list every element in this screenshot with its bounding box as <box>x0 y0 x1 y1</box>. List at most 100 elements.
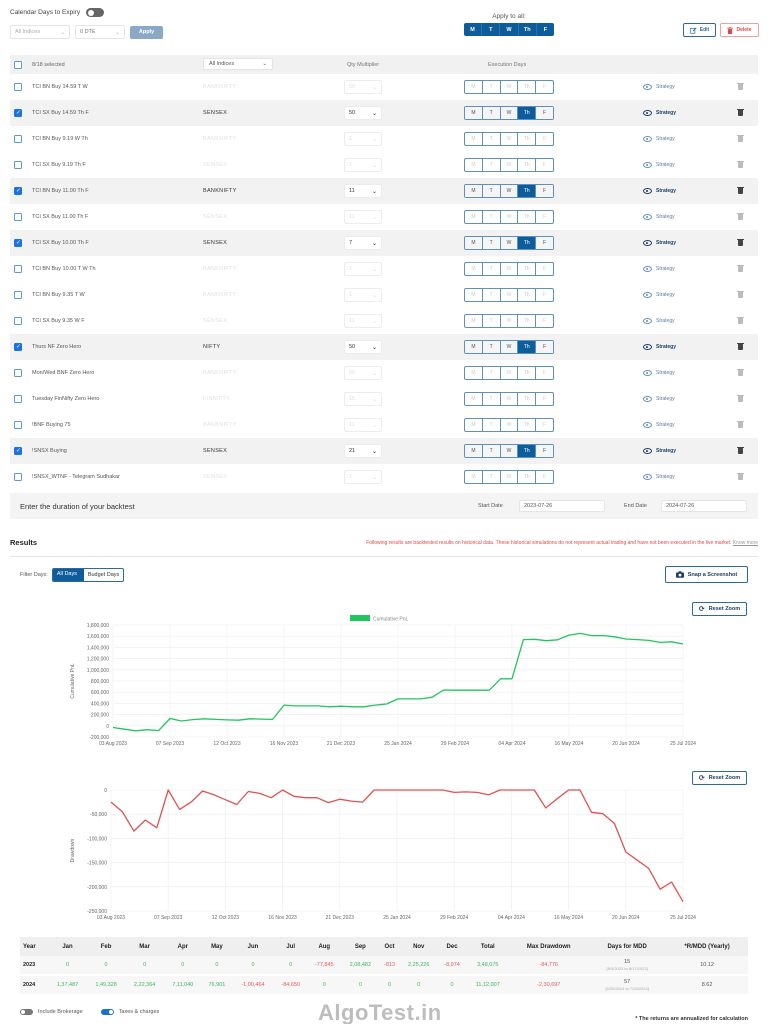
execution-day-t[interactable]: T <box>483 419 501 431</box>
snap-screenshot-button[interactable]: Snap a Screenshot <box>665 566 748 583</box>
execution-day-m[interactable]: M <box>465 263 483 275</box>
execution-day-w[interactable]: W <box>500 445 519 457</box>
trash-icon[interactable] <box>737 264 744 272</box>
strategy-checkbox[interactable] <box>14 83 22 91</box>
execution-day-f[interactable]: F <box>543 318 547 324</box>
trash-icon[interactable] <box>737 394 744 402</box>
execution-day-m[interactable]: M <box>465 159 483 171</box>
trash-icon[interactable] <box>737 420 744 428</box>
execution-day-f[interactable]: F <box>543 84 547 90</box>
execution-day-f[interactable]: F <box>543 266 547 272</box>
view-strategy-link[interactable]: Strategy <box>643 240 676 246</box>
execution-day-m[interactable]: M <box>465 211 483 223</box>
execution-day-th[interactable]: Th <box>518 185 537 197</box>
execution-day-th[interactable]: Th <box>518 419 537 431</box>
execution-day-f[interactable]: F <box>536 185 553 197</box>
execution-day-t[interactable]: T <box>483 159 501 171</box>
execution-day-f[interactable]: F <box>536 237 553 249</box>
trash-icon[interactable] <box>737 212 744 220</box>
qty-multiplier-select[interactable]: 60 ⌄ <box>344 366 382 380</box>
execution-day-t[interactable]: T <box>482 445 501 457</box>
execution-day-th[interactable]: Th <box>518 393 537 405</box>
execution-day-t[interactable]: T <box>483 289 501 301</box>
trash-icon[interactable] <box>737 368 744 376</box>
execution-day-t[interactable]: T <box>482 341 501 353</box>
execution-day-t[interactable]: T <box>482 107 501 119</box>
cumulative-pnl-chart[interactable]: -200,000 0 200,000 400,000 600,000 800,000 1,0… <box>0 605 768 755</box>
trash-icon[interactable] <box>737 342 744 350</box>
execution-day-f[interactable]: F <box>536 107 553 119</box>
qty-multiplier-select[interactable]: 1 ⌄ <box>344 262 382 276</box>
view-strategy-link[interactable]: Strategy <box>643 110 676 116</box>
execution-day-m[interactable]: M <box>465 185 483 197</box>
apply-all-day-m[interactable]: M <box>464 23 483 36</box>
qty-multiplier-select[interactable]: 11 ⌄ <box>344 314 382 328</box>
taxes-charges-toggle[interactable] <box>100 1009 114 1015</box>
execution-day-th[interactable]: Th <box>518 471 537 483</box>
execution-day-w[interactable]: W <box>500 341 519 353</box>
view-strategy-link[interactable]: Strategy <box>643 266 675 272</box>
execution-day-t[interactable]: T <box>483 133 501 145</box>
execution-day-m[interactable]: M <box>465 133 483 145</box>
execution-day-f[interactable]: F <box>543 136 547 142</box>
execution-day-th[interactable]: Th <box>518 133 537 145</box>
qty-multiplier-select[interactable]: 21 ⌄ <box>344 444 382 458</box>
execution-day-m[interactable]: M <box>465 393 483 405</box>
apply-all-day-th[interactable]: Th <box>519 23 537 36</box>
execution-day-th[interactable]: Th <box>518 289 537 301</box>
execution-day-w[interactable]: W <box>501 289 519 301</box>
execution-day-w[interactable]: W <box>501 393 519 405</box>
execution-day-th[interactable]: Th <box>518 445 537 457</box>
execution-day-w[interactable]: W <box>501 211 519 223</box>
execution-day-w[interactable]: W <box>501 315 519 327</box>
trash-icon[interactable] <box>737 134 744 142</box>
execution-day-t[interactable]: T <box>483 81 501 93</box>
execution-day-th[interactable]: Th <box>518 367 537 379</box>
qty-multiplier-select[interactable]: 50 ⌄ <box>344 80 382 94</box>
view-strategy-link[interactable]: Strategy <box>643 318 675 324</box>
execution-day-m[interactable]: M <box>465 81 483 93</box>
execution-day-m[interactable]: M <box>465 471 483 483</box>
strategy-checkbox[interactable] <box>14 369 22 377</box>
trash-icon[interactable] <box>737 446 744 454</box>
execution-day-th[interactable]: Th <box>518 159 537 171</box>
strategy-checkbox[interactable] <box>14 317 22 325</box>
execution-day-m[interactable]: M <box>465 341 483 353</box>
strategy-checkbox[interactable] <box>14 187 22 195</box>
edit-button[interactable]: Edit <box>683 23 716 37</box>
execution-day-m[interactable]: M <box>465 315 483 327</box>
strategy-checkbox[interactable] <box>14 109 22 117</box>
execution-day-w[interactable]: W <box>500 107 519 119</box>
trash-icon[interactable] <box>737 238 744 246</box>
reset-zoom-button-pnl[interactable]: ⟳ Reset Zoom <box>692 602 747 616</box>
apply-button[interactable]: Apply <box>130 25 163 39</box>
execution-day-m[interactable]: M <box>465 107 483 119</box>
execution-day-m[interactable]: M <box>465 289 483 301</box>
execution-day-th[interactable]: Th <box>518 107 537 119</box>
view-strategy-link[interactable]: Strategy <box>643 188 676 194</box>
strategy-checkbox[interactable] <box>14 421 22 429</box>
cdte-toggle[interactable] <box>86 8 105 17</box>
execution-day-f[interactable]: F <box>543 214 547 220</box>
start-date-input[interactable]: 2023-07-26 <box>519 500 605 512</box>
reset-zoom-button-drawdown[interactable]: ⟳ Reset Zoom <box>692 771 747 785</box>
execution-day-t[interactable]: T <box>483 211 501 223</box>
view-strategy-link[interactable]: Strategy <box>643 162 675 168</box>
drawdown-chart[interactable]: -250,000 -200,000 -150,000 -100,000 -50,000 0… <box>0 780 768 925</box>
view-strategy-link[interactable]: Strategy <box>643 214 675 220</box>
trash-icon[interactable] <box>737 82 744 90</box>
dte-select[interactable]: 0 DTE ⌄ <box>75 25 125 39</box>
execution-day-w[interactable]: W <box>501 133 519 145</box>
qty-multiplier-select[interactable]: 11 ⌄ <box>344 418 382 432</box>
trash-icon[interactable] <box>737 316 744 324</box>
strategy-checkbox[interactable] <box>14 291 22 299</box>
execution-day-t[interactable]: T <box>482 185 501 197</box>
know-more-link[interactable]: Know more <box>732 540 758 546</box>
execution-day-th[interactable]: Th <box>518 263 537 275</box>
execution-day-th[interactable]: Th <box>518 237 537 249</box>
qty-multiplier-select[interactable]: 1 ⌄ <box>344 470 382 484</box>
strategy-checkbox[interactable] <box>14 265 22 273</box>
trash-icon[interactable] <box>737 472 744 480</box>
execution-day-f[interactable]: F <box>543 474 547 480</box>
qty-multiplier-select[interactable]: 1 ⌄ <box>344 132 382 146</box>
